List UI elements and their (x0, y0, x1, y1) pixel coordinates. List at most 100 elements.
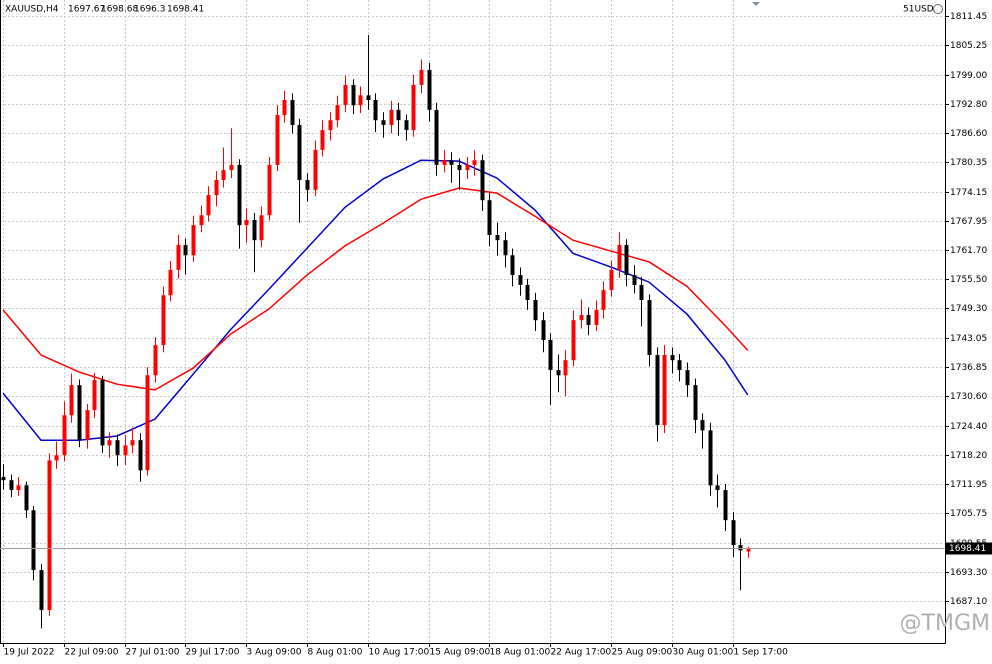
x-tick-label: 8 Aug 01:00 (308, 648, 363, 658)
x-tick-label: 15 Aug 09:00 (430, 648, 491, 658)
candle-body (358, 95, 363, 106)
candle-body (457, 164, 462, 171)
candle-body (503, 240, 508, 256)
x-tick-label: 18 Aug 01:00 (490, 648, 551, 658)
candle-body (130, 440, 135, 446)
candle-body (465, 164, 470, 171)
candle-body (427, 69, 432, 110)
candle-body (639, 284, 644, 300)
candle-body (556, 370, 561, 376)
candle-body (366, 95, 371, 100)
candle-body (533, 299, 538, 321)
candle-body (647, 299, 652, 356)
x-tick-label: 1 Sep 17:00 (734, 648, 789, 658)
candle-body (670, 355, 675, 361)
candle-body (731, 520, 736, 546)
x-tick-label: 25 Aug 09:00 (612, 648, 673, 658)
candle-body (700, 419, 705, 431)
candle-body (145, 375, 150, 471)
candle-body (100, 379, 105, 446)
candle-body (328, 120, 333, 131)
x-tick-label: 27 Jul 01:00 (126, 648, 180, 658)
header-high: 1698.68 (101, 5, 138, 15)
price-label: 1698.41 (949, 544, 986, 554)
candle-body (396, 109, 401, 121)
candle-body (85, 410, 90, 441)
candle-body (259, 215, 264, 241)
candle-body (313, 149, 318, 190)
candle-body (601, 290, 606, 310)
candle-body (168, 269, 173, 296)
candle-body (662, 355, 667, 426)
y-tick-label: 1799.00 (950, 71, 987, 81)
candle-body (16, 485, 21, 491)
account: 51USD (903, 5, 934, 15)
y-tick-label: 1755.50 (950, 275, 987, 285)
candle-body (609, 269, 614, 291)
candle-body (297, 124, 302, 180)
y-tick-label: 1749.30 (950, 304, 987, 314)
y-tick-label: 1761.70 (950, 246, 987, 256)
y-tick-label: 1718.20 (950, 451, 987, 461)
candle-body (571, 320, 576, 361)
candle-body (214, 179, 219, 196)
candle-body (381, 120, 386, 125)
candle-body (738, 545, 743, 551)
candle-body (320, 130, 325, 150)
candle-body (525, 284, 530, 300)
y-tick-label: 1705.75 (950, 509, 987, 519)
candle-body (510, 255, 515, 276)
candle-body (715, 485, 720, 491)
candle-body (62, 415, 67, 456)
candle-body (685, 370, 690, 386)
candle-body (92, 379, 97, 411)
candle-body (47, 460, 52, 611)
candle-body (138, 440, 143, 471)
candle-body (282, 99, 287, 116)
candle-body (449, 160, 454, 165)
candle-body (655, 355, 660, 426)
y-tick-label: 1743.05 (950, 334, 987, 344)
y-tick-label: 1724.40 (950, 422, 987, 432)
x-tick-label: 22 Jul 09:00 (65, 648, 119, 658)
candle-body (275, 115, 280, 165)
symbol: XAUUSD,H4 (5, 5, 59, 15)
candle-body (373, 99, 378, 121)
candle-body (343, 84, 348, 106)
close-icon[interactable] (933, 4, 943, 14)
candle-body (693, 385, 698, 420)
candle-body (161, 295, 166, 346)
candle-body (252, 219, 257, 241)
candle-body (237, 164, 242, 226)
x-tick-label: 30 Aug 01:00 (673, 648, 734, 658)
candle-body (495, 235, 500, 241)
header-low: 1696.3 (134, 5, 166, 15)
candle-body (290, 99, 295, 125)
candle-body (548, 339, 553, 371)
candles (1, 35, 751, 629)
candle-body (404, 120, 409, 131)
candle-body (723, 490, 728, 521)
candle-body (411, 84, 416, 131)
x-tick-label: 29 Jul 17:00 (186, 648, 240, 658)
y-tick-label: 1730.60 (950, 392, 987, 402)
grid (0, 0, 945, 643)
y-tick-label: 1792.80 (950, 100, 987, 110)
candle-body (206, 195, 211, 216)
candle-body (617, 244, 622, 270)
moving-average (2, 187, 749, 391)
price-label-box (946, 542, 992, 555)
y-tick-label: 1687.10 (950, 597, 987, 607)
candle-body (579, 315, 584, 321)
candle-body (335, 105, 340, 121)
candle-body (541, 320, 546, 340)
candle-body (115, 440, 120, 456)
y-tick-label: 1693.30 (950, 568, 987, 578)
candle-body (487, 200, 492, 236)
candle-body (54, 455, 59, 461)
candle-body (472, 160, 477, 165)
scroll-marker (752, 2, 760, 6)
candle-body (176, 244, 181, 270)
